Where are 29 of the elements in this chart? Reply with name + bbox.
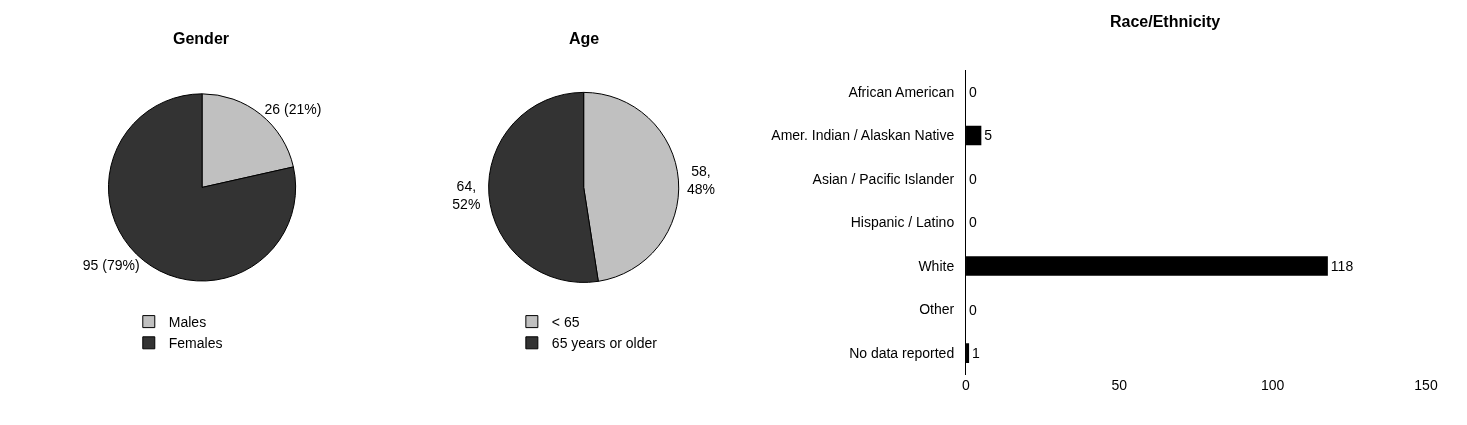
data-label: 26 (21%) [264,101,322,118]
y-tick-label: African American [848,83,955,100]
x-tick-label: 150 [1414,376,1438,393]
legend-label: < 65 [551,314,580,331]
data-label: 58, 48% [686,162,716,198]
chart-title: Age [569,30,600,47]
chart-title: Race/Ethnicity [1110,13,1221,30]
y-tick-label: White [918,257,955,274]
x-tick-label: 100 [1260,376,1285,393]
y-tick-label: No data reported [849,344,955,361]
legend-label: Males [168,314,207,331]
y-tick-label: Hispanic / Latino [850,214,955,231]
data-label: 0 [969,170,978,187]
y-tick-label: Other [919,301,955,318]
data-label: 1 [972,345,981,362]
data-label: 5 [984,127,993,144]
chart-title: Gender [173,30,230,47]
y-tick-label: Amer. Indian / Alaskan Native [771,127,955,144]
data-label: 64, 52% [452,177,481,212]
y-tick-label: Asian / Pacific Islander [812,170,955,187]
x-tick-label: 0 [962,376,971,393]
data-label: 118 [1330,258,1354,275]
x-tick-label: 50 [1111,376,1128,393]
legend-label: 65 years or older [551,335,658,352]
legend-label: Females [168,335,223,352]
data-label: 0 [969,83,978,100]
data-label: 95 (79%) [82,257,140,274]
data-label: 0 [969,301,978,318]
data-label: 0 [969,214,978,231]
